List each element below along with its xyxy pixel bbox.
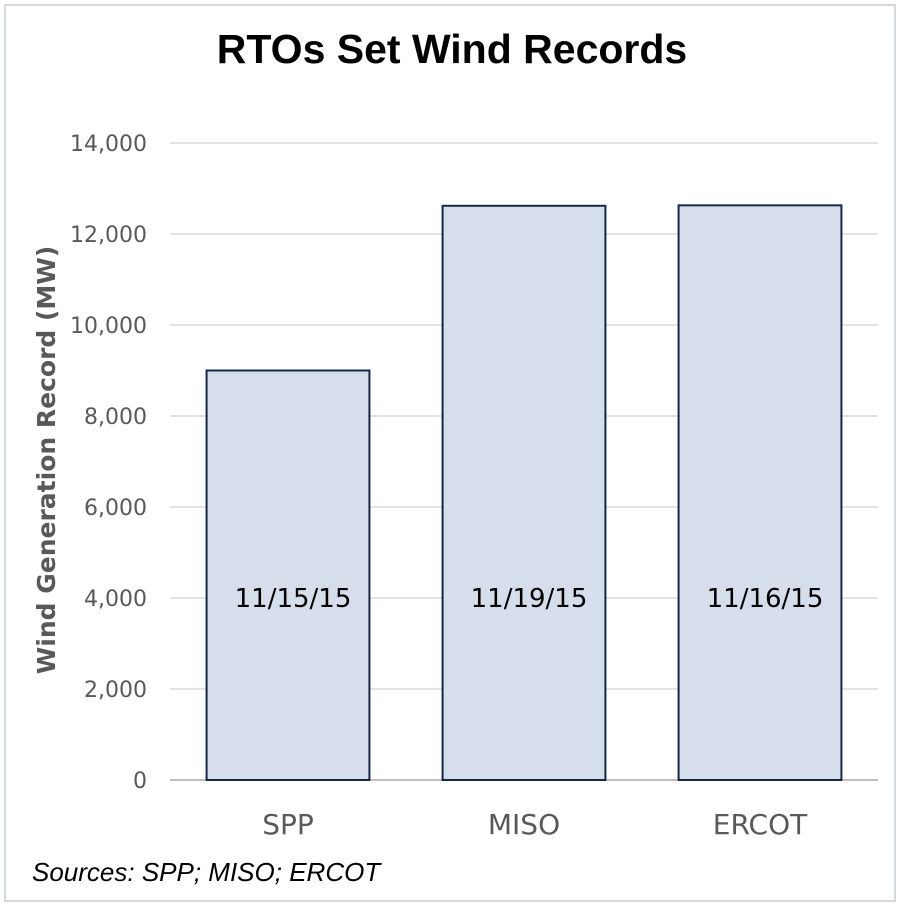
y-axis-ticks: 0 2,000 4,000 6,000 8,000 10,000 12,000 14,000 xyxy=(70,132,147,794)
y-axis-label: Wind Generation Record (MW) xyxy=(32,246,61,675)
y-tick-label: 12,000 xyxy=(70,223,147,248)
bars: 11/15/15 11/19/15 11/16/15 xyxy=(205,204,843,782)
source-note: Sources: SPP; MISO; ERCOT xyxy=(32,857,382,887)
y-tick-label: 2,000 xyxy=(84,678,147,703)
y-tick-label: 10,000 xyxy=(70,314,147,339)
y-tick-label: 4,000 xyxy=(84,587,147,612)
x-category-label: ERCOT xyxy=(713,808,808,841)
bar-data-label: 11/19/15 xyxy=(471,584,588,614)
bar-data-label: 11/16/15 xyxy=(707,584,824,614)
y-tick-label: 6,000 xyxy=(84,496,147,521)
x-axis-categories: SPP MISO ERCOT xyxy=(262,808,808,841)
x-category-label: MISO xyxy=(488,808,560,841)
bar-spp xyxy=(205,369,371,781)
y-tick-label: 8,000 xyxy=(84,405,147,430)
y-tick-label: 14,000 xyxy=(70,132,147,157)
bar-ercot xyxy=(677,204,843,781)
bar-miso xyxy=(441,204,607,782)
x-category-label: SPP xyxy=(262,808,314,841)
chart-title: RTOs Set Wind Records xyxy=(217,26,687,72)
bar-data-label: 11/15/15 xyxy=(235,584,352,614)
y-tick-label: 0 xyxy=(133,769,147,794)
